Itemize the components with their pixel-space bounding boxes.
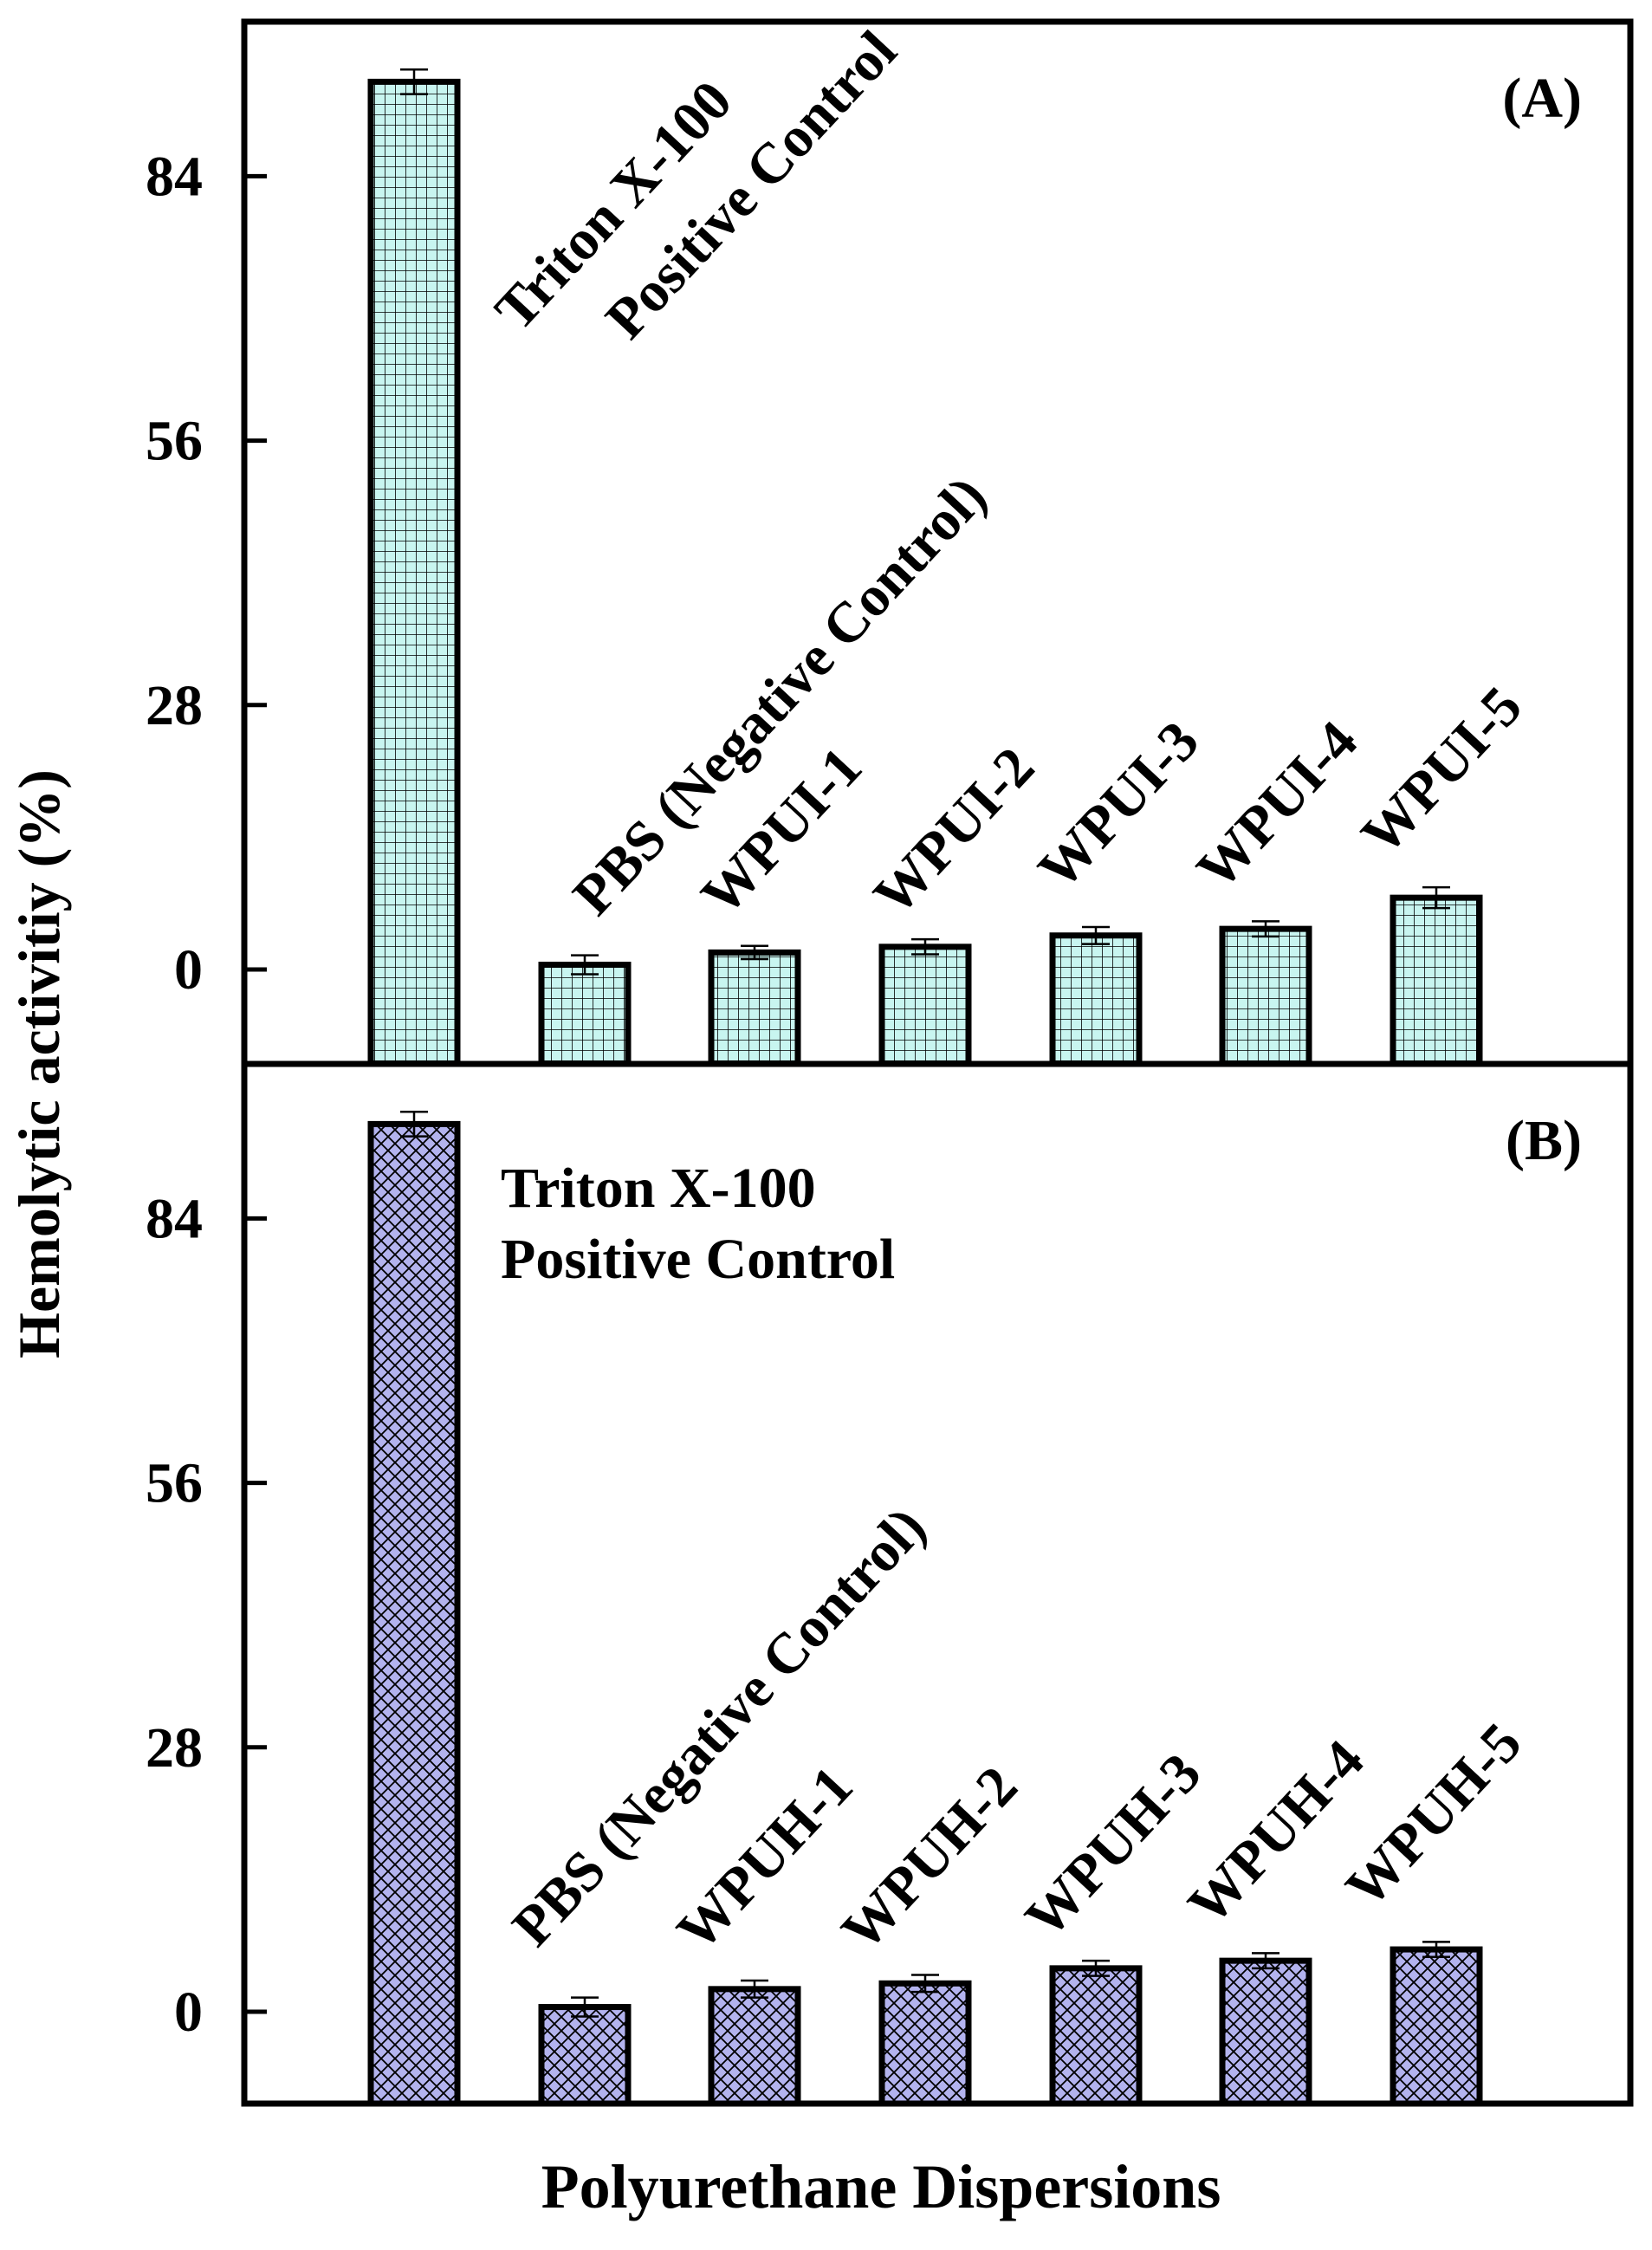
error-bar [571,1996,599,2018]
bar-4 [878,943,972,1067]
bar-2 [538,2004,632,2107]
bar-3 [708,949,801,1067]
error-bar [741,944,768,961]
bar-6 [1219,925,1312,1067]
y-tick-label: 84 [146,145,203,208]
y-tick-label: 84 [146,1187,203,1250]
error-bar [400,1110,428,1138]
panel-label: (B) [1506,1109,1582,1172]
error-bar [1082,925,1110,945]
bar-label-1: Triton X-100 Positive Control [501,1157,895,1291]
y-tick-label: 28 [146,1716,203,1780]
error-bar [911,937,939,956]
error-bar [1252,920,1279,938]
error-bar [1422,885,1450,910]
y-tick-label: 0 [174,938,203,1002]
y-tick-label: 28 [146,674,203,737]
bar-label-line: Positive Control [501,1228,895,1291]
y-tick-label: 0 [174,1981,203,2044]
y-tick-label: 56 [146,410,203,473]
panel-label: (A) [1502,67,1582,130]
bar-7 [1390,1946,1483,2107]
bar-6 [1219,1957,1312,2107]
error-bar [911,1974,939,1994]
bar-5 [1049,1965,1143,2107]
error-bar [400,68,428,95]
bar-2 [538,962,632,1067]
error-bar [741,1979,768,1999]
error-bar [1082,1959,1110,1977]
bar-4 [878,1980,972,2107]
error-bar [571,954,599,976]
x-axis-label: Polyurethane Dispersions [541,2152,1221,2221]
bar-1 [367,78,461,1067]
bar-5 [1049,932,1143,1067]
error-bar [1252,1952,1279,1970]
error-bar [1422,1941,1450,1959]
bar-7 [1390,894,1483,1067]
y-axis-label: Hemolytic activitiy (%) [6,769,72,1358]
bar-3 [708,1986,801,2107]
bar-1 [367,1120,461,2107]
bar-label-line: Triton X-100 [501,1157,816,1220]
y-tick-label: 56 [146,1452,203,1515]
